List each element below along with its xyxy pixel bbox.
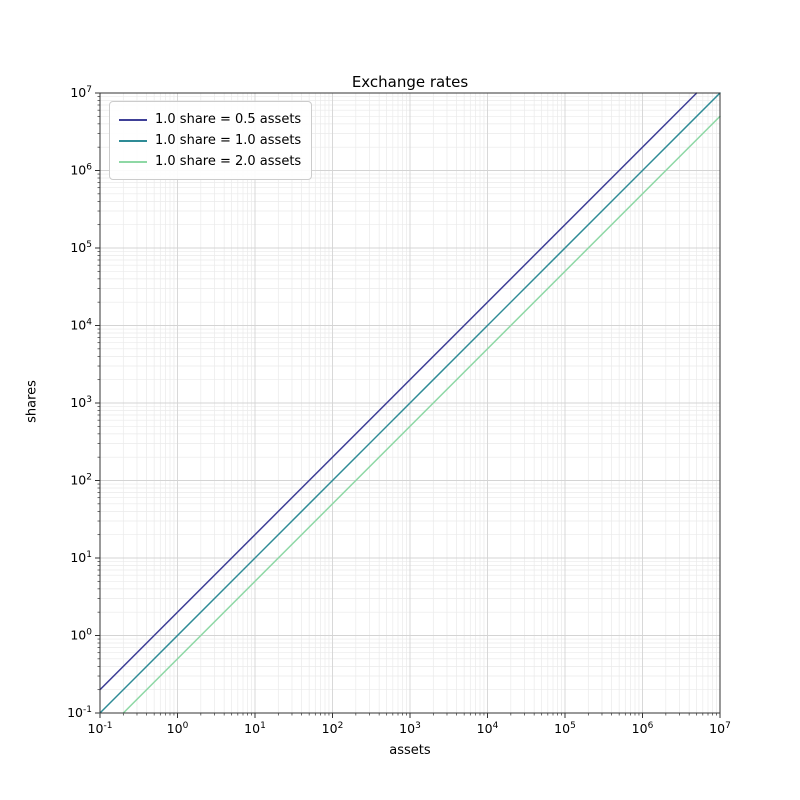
legend-entry: 1.0 share = 0.5 assets	[119, 109, 301, 130]
svg-text:104: 104	[70, 318, 92, 333]
legend-entry: 1.0 share = 2.0 assets	[119, 151, 301, 172]
x-axis-label: assets	[389, 743, 431, 758]
legend-entry: 1.0 share = 1.0 assets	[119, 130, 301, 151]
svg-text:104: 104	[477, 721, 499, 736]
legend-line-sample-2	[119, 160, 147, 163]
svg-text:10-1: 10-1	[67, 705, 92, 720]
svg-text:102: 102	[70, 473, 92, 488]
y-axis-label: shares	[24, 380, 40, 423]
legend-label-0: 1.0 share = 0.5 assets	[155, 112, 302, 127]
svg-text:101: 101	[70, 550, 92, 565]
legend: 1.0 share = 0.5 assets 1.0 share = 1.0 a…	[109, 101, 313, 180]
svg-text:103: 103	[399, 721, 421, 736]
svg-text:103: 103	[70, 395, 92, 410]
legend-label-2: 1.0 share = 2.0 assets	[155, 154, 302, 169]
svg-text:102: 102	[322, 721, 344, 736]
svg-text:101: 101	[244, 721, 266, 736]
svg-text:10-1: 10-1	[88, 721, 113, 736]
svg-text:100: 100	[167, 721, 189, 736]
chart-title: Exchange rates	[351, 73, 469, 91]
svg-text:107: 107	[709, 721, 731, 736]
svg-text:106: 106	[632, 721, 654, 736]
svg-text:105: 105	[554, 721, 576, 736]
legend-line-sample-0	[119, 118, 147, 121]
legend-label-1: 1.0 share = 1.0 assets	[155, 133, 302, 148]
svg-text:100: 100	[70, 628, 92, 643]
svg-text:106: 106	[70, 163, 92, 178]
svg-text:107: 107	[70, 85, 92, 100]
legend-line-sample-1	[119, 139, 147, 142]
svg-text:105: 105	[70, 240, 92, 255]
